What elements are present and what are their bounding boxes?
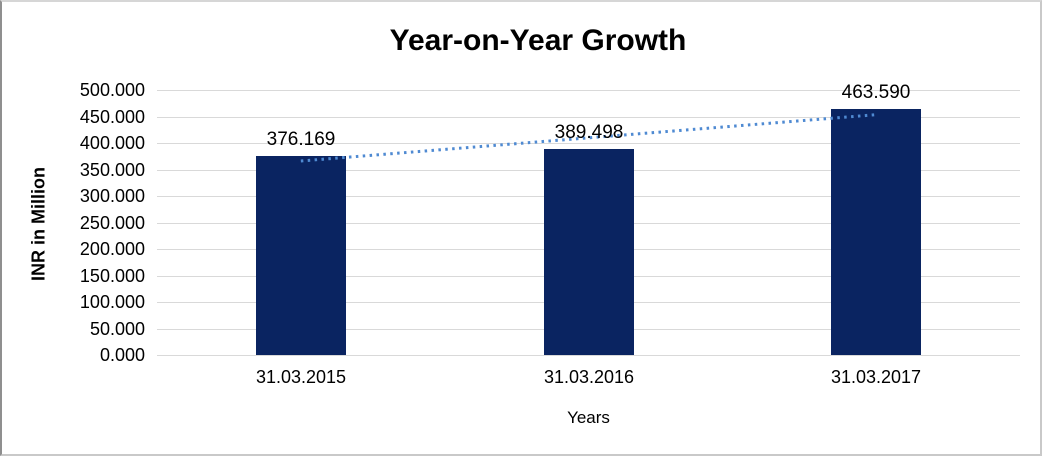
y-tick-label: 450.000 [79,107,145,127]
y-tick-label: 500.000 [79,80,145,100]
bar [256,156,346,355]
y-tick-label: 400.000 [79,133,145,153]
gridline [157,90,1020,91]
bar-value-label: 463.590 [841,82,911,103]
chart-title: Year-on-Year Growth [389,24,687,57]
y-tick-label: 350.000 [79,160,145,180]
y-tick-label: 200.000 [79,239,145,259]
y-tick-label: 0.000 [99,345,145,365]
y-tick-label: 250.000 [79,213,145,233]
bar-value-label: 376.169 [266,129,336,150]
y-tick-label: 150.000 [79,266,145,286]
x-tick-label: 31.03.2016 [543,367,635,387]
x-tick-label: 31.03.2015 [255,367,347,387]
x-tick-label: 31.03.2017 [830,367,922,387]
bar [544,149,634,355]
y-tick-label: 50.000 [89,319,145,339]
gridline [157,355,1020,356]
y-tick-label: 100.000 [79,292,145,312]
x-axis-title: Years [567,408,610,427]
y-tick-label: 300.000 [79,186,145,206]
bar-value-label: 389.498 [554,122,624,143]
bar [831,109,921,355]
